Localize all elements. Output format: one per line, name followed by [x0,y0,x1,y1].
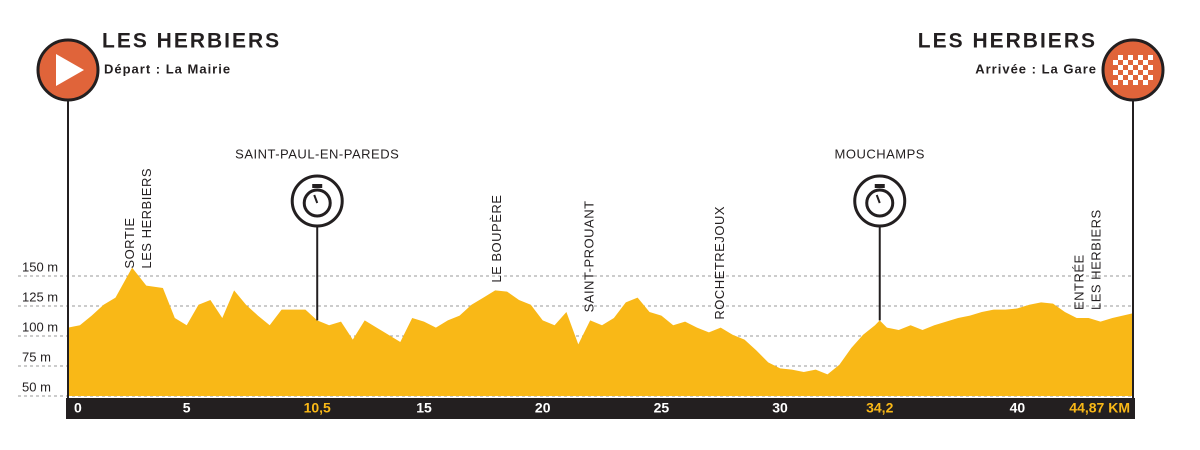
stopwatch [302,188,332,218]
y-tick-label: 125 m [22,289,58,304]
finish-name: LES HERBIERS [918,30,1097,53]
x-tick-label: 44,87 KM [1069,400,1130,416]
x-tick-label: 34,2 [866,400,893,416]
waypoint-name: SAINT-PAUL-EN-PAREDS [235,146,399,161]
x-axis-band [66,398,1135,419]
elevation-area [68,267,1133,396]
stopwatch-top [312,184,323,188]
landmark-label: ROCHETREJOUX [712,206,727,320]
x-tick-label: 0 [74,400,82,416]
x-tick-label: 25 [654,400,670,416]
stopwatch-hand [875,194,881,204]
stopwatch-hand [313,194,319,204]
y-tick-label: 150 m [22,259,58,274]
y-tick-label: 50 m [22,379,51,394]
background-layer: 50 m 75 m 100 m 125 m 150 m [18,259,1133,397]
landmark-label: LE BOUPÈRE [489,195,504,283]
x-tick-label: 30 [772,400,788,416]
waypoint-name: MOUCHAMPS [835,146,925,161]
landmark-label: ENTRÉE [1072,254,1087,310]
x-tick-label: 40 [1010,400,1026,416]
x-tick-label: 20 [535,400,551,416]
finish-detail: Arrivée : La Gare [975,61,1097,76]
landmark-label: LES HERBIERS [139,168,154,269]
start-detail: Départ : La Mairie [104,61,231,76]
y-tick-label: 100 m [22,319,58,334]
landmark-label: LES HERBIERS [1089,209,1104,310]
x-tick-label: 15 [416,400,432,416]
finish-icon [1113,55,1153,85]
x-tick-label: 10,5 [304,400,331,416]
stopwatch [865,188,895,218]
start-name: LES HERBIERS [102,30,281,53]
stopwatch-top [874,184,885,188]
landmark-label: SORTIE [122,217,137,268]
y-tick-label: 75 m [22,349,51,364]
start-icon [56,54,84,86]
landmark-label: SAINT-PROUANT [582,200,597,312]
x-tick-label: 5 [183,400,191,416]
